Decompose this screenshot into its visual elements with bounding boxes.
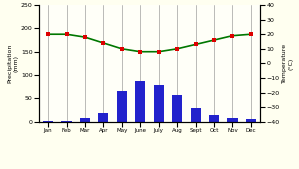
Bar (246, 119, 256, 122)
Bar (117, 91, 127, 122)
Bar (62, 121, 71, 122)
Bar (43, 121, 53, 122)
Bar (228, 118, 237, 122)
Bar (80, 118, 90, 122)
Y-axis label: Precipitation
(mm): Precipitation (mm) (7, 44, 18, 83)
Bar (190, 108, 201, 122)
Bar (154, 85, 164, 122)
Bar (172, 95, 182, 122)
Bar (98, 113, 109, 122)
Y-axis label: Temperature
(°C): Temperature (°C) (282, 43, 293, 83)
Bar (135, 81, 145, 122)
Bar (209, 115, 219, 122)
